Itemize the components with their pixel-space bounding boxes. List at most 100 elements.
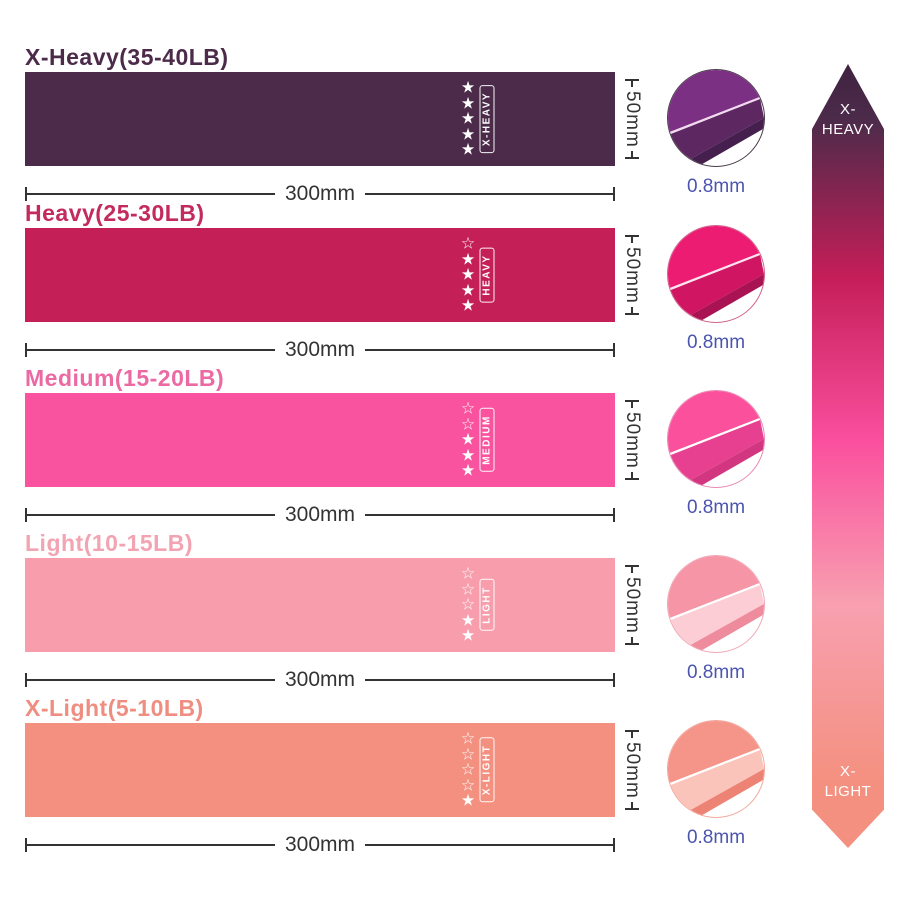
resistance-band: ☆ ★ ★ ★ ★ HEAVY — [25, 228, 615, 322]
band-title: Heavy(25-30LB) — [25, 200, 205, 226]
band-fold-photo — [667, 69, 765, 167]
star-outline-icon: ☆ — [460, 761, 476, 779]
star-outline-icon: ☆ — [460, 745, 476, 763]
folded-band-illustration — [668, 226, 764, 322]
star-rating: ☆ ☆ ☆ ☆ ★ — [461, 731, 475, 809]
strength-gradient-arrow: X- HEAVY X- LIGHT — [812, 64, 884, 848]
band-title: X-Heavy(35-40LB) — [25, 44, 229, 70]
width-dimension: 300mm — [25, 182, 615, 206]
thickness-label: 0.8mm — [686, 827, 746, 848]
dimension-line — [365, 193, 613, 195]
dimension-tick — [625, 78, 639, 87]
resistance-band: ☆ ☆ ☆ ★ ★ LIGHT — [25, 558, 615, 652]
dimension-tick — [613, 508, 615, 522]
height-dimension: 50mm — [621, 69, 643, 169]
dimension-line — [365, 679, 613, 681]
star-outline-icon: ☆ — [460, 235, 476, 253]
thickness-thumbnail: 0.8mm — [666, 390, 766, 519]
band-fold-photo — [667, 555, 765, 653]
band-level-tag: LIGHT — [479, 579, 495, 631]
star-filled-icon: ★ — [460, 250, 476, 268]
thickness-thumbnail: 0.8mm — [666, 69, 766, 198]
star-filled-icon: ★ — [460, 297, 476, 315]
band-fold-photo — [667, 390, 765, 488]
dimension-tick — [625, 802, 639, 811]
folded-band-illustration — [668, 70, 764, 166]
arrow-bottom-label-line1: X- — [840, 763, 856, 780]
band-row-x-light: X-Light(5-10LB) ☆ ☆ ☆ ☆ ★ X-LIGHT 300mm 50mm — [0, 695, 900, 860]
dimension-tick — [613, 673, 615, 687]
height-dimension: 50mm — [621, 390, 643, 490]
star-filled-icon: ★ — [460, 462, 476, 480]
dimension-line — [27, 844, 275, 846]
dimension-tick — [25, 838, 27, 852]
height-dimension: 50mm — [621, 555, 643, 655]
dimension-line — [365, 514, 613, 516]
height-label: 50mm — [622, 90, 643, 148]
star-filled-icon: ★ — [460, 94, 476, 112]
width-dimension: 300mm — [25, 503, 615, 527]
folded-band-illustration — [668, 556, 764, 652]
dimension-tick — [25, 673, 27, 687]
width-label: 300mm — [284, 833, 356, 856]
arrow-top-label: X- HEAVY — [812, 100, 884, 140]
band-level-tag: HEAVY — [479, 247, 495, 303]
width-dimension: 300mm — [25, 338, 615, 362]
thickness-label: 0.8mm — [686, 176, 746, 197]
star-filled-icon: ★ — [460, 446, 476, 464]
thickness-label: 0.8mm — [686, 662, 746, 683]
dimension-tick — [25, 508, 27, 522]
height-dimension: 50mm — [621, 720, 643, 820]
width-label: 300mm — [284, 503, 356, 526]
width-label: 300mm — [284, 668, 356, 691]
star-outline-icon: ☆ — [460, 580, 476, 598]
star-outline-icon: ☆ — [460, 596, 476, 614]
arrow-bottom-label-line2: LIGHT — [824, 783, 872, 800]
dimension-line — [365, 349, 613, 351]
band-row-light: Light(10-15LB) ☆ ☆ ☆ ★ ★ LIGHT 300mm 50mm — [0, 530, 900, 695]
dimension-tick — [613, 343, 615, 357]
dimension-tick — [625, 729, 639, 738]
band-fold-photo — [667, 720, 765, 818]
resistance-band: ☆ ☆ ☆ ☆ ★ X-LIGHT — [25, 723, 615, 817]
star-outline-icon: ☆ — [460, 776, 476, 794]
band-level-tag: X-LIGHT — [479, 737, 495, 803]
dimension-tick — [625, 564, 639, 573]
dimension-tick — [25, 343, 27, 357]
dimension-tick — [625, 307, 639, 316]
height-label: 50mm — [622, 411, 643, 469]
folded-band-illustration — [668, 721, 764, 817]
height-label: 50mm — [622, 741, 643, 799]
star-filled-icon: ★ — [460, 110, 476, 128]
width-dimension: 300mm — [25, 833, 615, 857]
dimension-tick — [625, 472, 639, 481]
thickness-thumbnail: 0.8mm — [666, 225, 766, 354]
dimension-tick — [25, 187, 27, 201]
band-title: Light(10-15LB) — [25, 530, 193, 556]
star-filled-icon: ★ — [460, 792, 476, 810]
dimension-tick — [625, 399, 639, 408]
dimension-tick — [625, 151, 639, 160]
arrow-top-label-line1: X- — [840, 101, 856, 118]
width-dimension: 300mm — [25, 668, 615, 692]
star-filled-icon: ★ — [460, 125, 476, 143]
thickness-label: 0.8mm — [686, 332, 746, 353]
width-label: 300mm — [284, 338, 356, 361]
thickness-thumbnail: 0.8mm — [666, 720, 766, 849]
band-row-x-heavy: X-Heavy(35-40LB) ★ ★ ★ ★ ★ X-HEAVY 300mm 50m… — [0, 44, 900, 209]
dimension-tick — [625, 234, 639, 243]
star-filled-icon: ★ — [460, 141, 476, 159]
star-rating: ★ ★ ★ ★ ★ — [461, 80, 475, 158]
height-label: 50mm — [622, 576, 643, 634]
dimension-line — [27, 193, 275, 195]
star-rating: ☆ ★ ★ ★ ★ — [461, 236, 475, 314]
star-filled-icon: ★ — [460, 79, 476, 97]
band-level-tag: X-HEAVY — [479, 84, 495, 154]
band-level-tag: MEDIUM — [479, 408, 495, 472]
star-filled-icon: ★ — [460, 611, 476, 629]
star-outline-icon: ☆ — [460, 730, 476, 748]
thickness-thumbnail: 0.8mm — [666, 555, 766, 684]
band-fold-photo — [667, 225, 765, 323]
arrow-bottom-label: X- LIGHT — [812, 762, 884, 802]
star-filled-icon: ★ — [460, 266, 476, 284]
